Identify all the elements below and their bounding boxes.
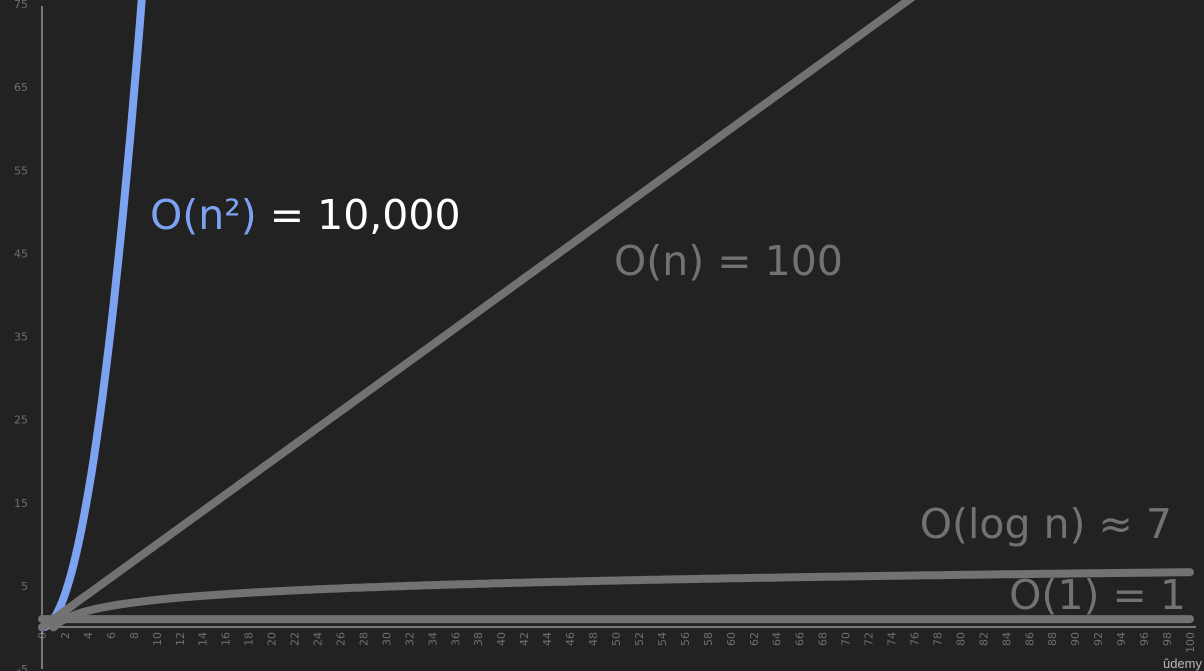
x-tick-label: 20 (266, 632, 279, 646)
x-tick-label: 56 (679, 632, 692, 646)
series-line-n (38, 0, 916, 632)
x-tick-label: 94 (1115, 632, 1128, 646)
y-tick-label: 75 (14, 0, 28, 11)
x-tick-labels: 0246810121416182022242628303234363840424… (36, 632, 1197, 653)
x-tick-label: 70 (840, 632, 853, 646)
y-tick-label: 25 (14, 414, 28, 427)
series-layer (38, 0, 1194, 632)
annotation-o-n-value: = 100 (704, 237, 843, 285)
x-tick-label: 64 (771, 632, 784, 646)
x-tick-label: 6 (105, 632, 118, 639)
annotation-o-n2-label: O(n²) (150, 191, 257, 239)
x-tick-label: 90 (1069, 632, 1082, 646)
x-tick-label: 28 (357, 632, 370, 646)
annotation-o-1: O(1) = 1 (1009, 571, 1186, 619)
x-tick-label: 4 (82, 632, 95, 639)
x-tick-label: 74 (886, 632, 899, 646)
x-tick-label: 18 (243, 632, 256, 646)
x-tick-label: 36 (449, 632, 462, 646)
x-tick-label: 34 (426, 632, 439, 646)
x-tick-label: 68 (817, 632, 830, 646)
x-tick-label: 62 (748, 632, 761, 646)
x-tick-label: 80 (954, 632, 967, 646)
x-tick-label: 82 (977, 632, 990, 646)
annotation-o-n: O(n) = 100 (614, 237, 843, 285)
x-tick-label: 60 (725, 632, 738, 646)
x-tick-label: 46 (564, 632, 577, 646)
annotation-o-log-n: O(log n) ≈ 7 (920, 500, 1172, 548)
x-tick-label: 84 (1000, 632, 1013, 646)
y-tick-label: 5 (21, 580, 28, 593)
x-tick-label: 50 (610, 632, 623, 646)
x-tick-label: 12 (174, 632, 187, 646)
x-tick-label: 38 (472, 632, 485, 646)
x-tick-label: 52 (633, 632, 646, 646)
x-tick-label: 98 (1161, 632, 1174, 646)
x-tick-label: 72 (863, 632, 876, 646)
x-tick-label: 32 (403, 632, 416, 646)
x-tick-label: 22 (289, 632, 302, 646)
udemy-watermark: ûdemy (1162, 656, 1202, 671)
y-tick-label: 35 (14, 331, 28, 344)
x-tick-label: 2 (59, 632, 72, 639)
y-tick-label: 65 (14, 81, 28, 94)
x-tick-label: 16 (220, 632, 233, 646)
x-tick-label: 44 (541, 632, 554, 646)
x-tick-label: 92 (1092, 632, 1105, 646)
annotation-o-n-label: O(n) (614, 237, 704, 285)
x-tick-label: 24 (312, 632, 325, 646)
x-tick-label: 96 (1138, 632, 1151, 646)
annotation-o-n2-value: = 10,000 (257, 191, 461, 239)
x-tick-label: 10 (151, 632, 164, 646)
x-tick-label: 54 (656, 632, 669, 646)
annotation-o-n2: O(n²) = 10,000 (150, 191, 461, 239)
y-tick-label: 55 (14, 164, 28, 177)
x-tick-label: 76 (908, 632, 921, 646)
x-tick-label: 42 (518, 632, 531, 646)
x-tick-label: 78 (931, 632, 944, 646)
x-tick-label: 58 (702, 632, 715, 646)
y-tick-label: -5 (17, 663, 28, 671)
x-tick-label: 48 (587, 632, 600, 646)
x-tick-label: 30 (380, 632, 393, 646)
x-tick-label: 8 (128, 632, 141, 639)
series-line-logn (38, 568, 1194, 632)
y-tick-label: 15 (14, 497, 28, 510)
x-tick-label: 100 (1184, 632, 1197, 653)
x-tick-label: 26 (334, 632, 347, 646)
y-tick-label: 45 (14, 247, 28, 260)
x-tick-label: 14 (197, 632, 210, 646)
y-tick-labels: -5 5 15 25 35 45 55 65 75 (14, 0, 28, 671)
x-tick-label: 86 (1023, 632, 1036, 646)
x-tick-label: 88 (1046, 632, 1059, 646)
x-tick-label: 66 (794, 632, 807, 646)
x-tick-label: 40 (495, 632, 508, 646)
